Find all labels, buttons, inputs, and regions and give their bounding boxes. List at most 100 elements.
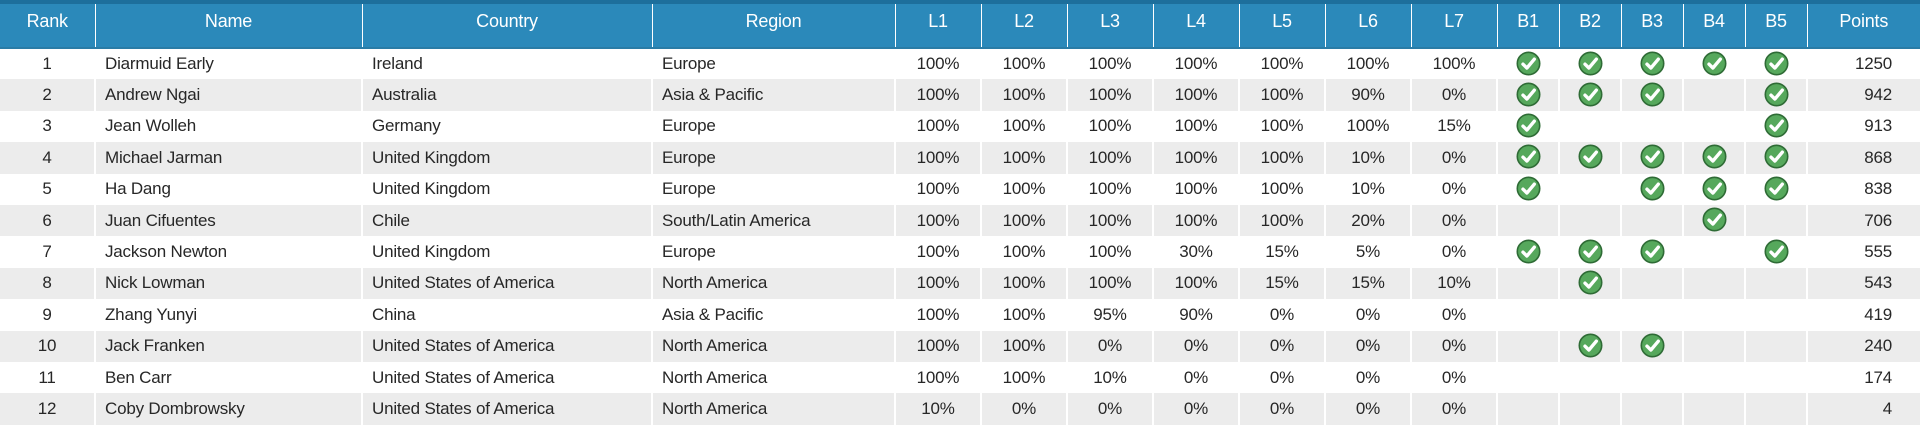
table-row: 1 Diarmuid Early Ireland Europe 100% 100% 100%… <box>0 48 1920 80</box>
level-cell: 0% <box>1066 393 1153 425</box>
name-cell: Jean Wolleh <box>94 110 362 143</box>
table-row: 4 Michael Jarman United Kingdom Europe 100% 1… <box>0 142 1920 174</box>
check-icon <box>1702 144 1726 169</box>
country-cell: United States of America <box>361 267 652 300</box>
points-cell: 1250 <box>1806 48 1920 80</box>
badge-cell <box>1496 393 1559 425</box>
badge-cell <box>1682 236 1745 268</box>
badge-cell <box>1620 299 1683 331</box>
badge-cell <box>1620 393 1683 425</box>
points-cell: 838 <box>1806 173 1920 205</box>
badge-cell <box>1682 142 1745 174</box>
level-cell: 10% <box>1410 267 1497 300</box>
level-cell: 100% <box>894 361 981 394</box>
level-cell: 0% <box>1410 142 1497 174</box>
check-icon <box>1640 82 1664 107</box>
level-cell: 100% <box>1066 204 1153 237</box>
country-cell: United Kingdom <box>361 236 652 268</box>
badge-cell <box>1620 79 1683 111</box>
table-row: 2 Andrew Ngai Australia Asia & Pacific 100% 1… <box>0 79 1920 111</box>
badge-cell <box>1558 361 1621 394</box>
points-cell: 4 <box>1806 393 1920 425</box>
check-icon <box>1764 176 1788 201</box>
level-cell: 100% <box>1324 110 1411 143</box>
level-cell: 0% <box>1238 361 1325 394</box>
table-row: 5 Ha Dang United Kingdom Europe 100% 100% 100%… <box>0 173 1920 205</box>
level-cell: 100% <box>1238 204 1325 237</box>
level-cell: 95% <box>1066 299 1153 331</box>
points-cell: 419 <box>1806 299 1920 331</box>
badge-cell <box>1496 48 1559 80</box>
level-cell: 0% <box>1238 299 1325 331</box>
region-cell: North America <box>651 393 895 425</box>
level-cell: 100% <box>894 79 981 111</box>
level-cell: 100% <box>980 236 1067 268</box>
check-icon <box>1702 51 1726 76</box>
badge-cell <box>1620 267 1683 300</box>
check-icon <box>1640 144 1664 169</box>
header-l5: L5 <box>1238 0 1325 49</box>
check-icon <box>1764 51 1788 76</box>
level-cell: 0% <box>1410 173 1497 205</box>
level-cell: 0% <box>1410 330 1497 362</box>
badge-cell <box>1496 299 1559 331</box>
badge-cell <box>1620 173 1683 205</box>
level-cell: 15% <box>1238 267 1325 300</box>
name-cell: Andrew Ngai <box>94 79 362 111</box>
badge-cell <box>1744 330 1807 362</box>
level-cell: 10% <box>894 393 981 425</box>
header-l3: L3 <box>1066 0 1153 49</box>
points-cell: 555 <box>1806 236 1920 268</box>
table-row: 6 Juan Cifuentes Chile South/Latin America 1… <box>0 204 1920 237</box>
header-row: Rank Name Country Region L1 L2 L3 L4 L5 … <box>0 0 1920 49</box>
badge-cell <box>1682 330 1745 362</box>
badge-cell <box>1744 299 1807 331</box>
level-cell: 90% <box>1152 299 1239 331</box>
badge-cell <box>1558 267 1621 300</box>
level-cell: 100% <box>1152 204 1239 237</box>
header-points: Points <box>1806 0 1920 49</box>
level-cell: 100% <box>1152 110 1239 143</box>
header-b4: B4 <box>1682 0 1745 49</box>
level-cell: 100% <box>1066 173 1153 205</box>
country-cell: United Kingdom <box>361 173 652 205</box>
region-cell: Europe <box>651 236 895 268</box>
country-cell: United States of America <box>361 330 652 362</box>
check-icon <box>1516 82 1540 107</box>
table-row: 12 Coby Dombrowsky United States of Americ… <box>0 393 1920 425</box>
check-icon <box>1516 144 1540 169</box>
level-cell: 100% <box>1066 267 1153 300</box>
region-cell: North America <box>651 361 895 394</box>
level-cell: 0% <box>1324 393 1411 425</box>
header-b5: B5 <box>1744 0 1807 49</box>
level-cell: 0% <box>1410 299 1497 331</box>
name-cell: Juan Cifuentes <box>94 204 362 237</box>
rank-cell: 3 <box>42 116 52 136</box>
level-cell: 10% <box>1324 173 1411 205</box>
name-cell: Michael Jarman <box>94 142 362 174</box>
level-cell: 0% <box>1238 330 1325 362</box>
check-icon <box>1764 144 1788 169</box>
level-cell: 0% <box>1410 361 1497 394</box>
header-l6: L6 <box>1324 0 1411 49</box>
level-cell: 100% <box>1152 79 1239 111</box>
level-cell: 0% <box>1066 330 1153 362</box>
level-cell: 100% <box>894 48 981 80</box>
country-cell: Chile <box>361 204 652 237</box>
name-cell: Coby Dombrowsky <box>94 393 362 425</box>
check-icon <box>1516 176 1540 201</box>
badge-cell <box>1558 299 1621 331</box>
badge-cell <box>1558 173 1621 205</box>
level-cell: 100% <box>980 142 1067 174</box>
level-cell: 100% <box>894 299 981 331</box>
badge-cell <box>1682 110 1745 143</box>
level-cell: 100% <box>1238 48 1325 80</box>
badge-cell <box>1620 330 1683 362</box>
check-icon <box>1640 333 1664 358</box>
name-cell: Nick Lowman <box>94 267 362 300</box>
badge-cell <box>1558 142 1621 174</box>
rank-cell: 12 <box>37 398 57 418</box>
level-cell: 0% <box>1324 299 1411 331</box>
badge-cell <box>1496 110 1559 143</box>
points-cell: 913 <box>1806 110 1920 143</box>
